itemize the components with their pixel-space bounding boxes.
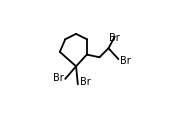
Text: Br: Br <box>53 73 63 82</box>
Text: Br: Br <box>120 56 131 66</box>
Text: Br: Br <box>108 33 119 43</box>
Text: Br: Br <box>80 77 90 87</box>
